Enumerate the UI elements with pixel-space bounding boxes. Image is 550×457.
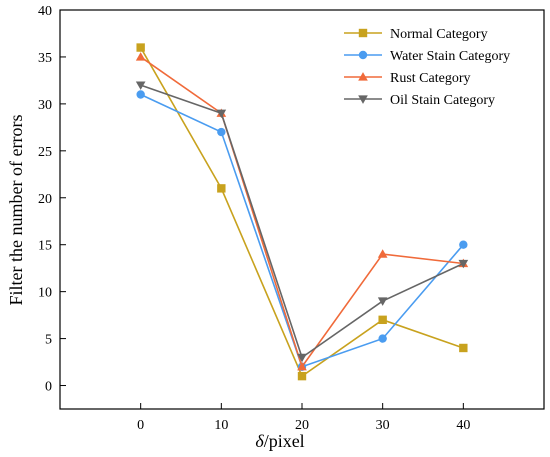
data-point xyxy=(297,353,307,363)
legend-label: Rust Category xyxy=(390,71,471,86)
data-point xyxy=(459,343,468,353)
x-tick-label: 10 xyxy=(214,418,228,433)
data-point xyxy=(217,127,226,137)
legend-marker xyxy=(358,72,368,81)
series-layer xyxy=(135,43,469,381)
legend-label: Water Stain Category xyxy=(390,49,510,64)
y-tick-label: 20 xyxy=(38,192,52,207)
y-axis-title: Filter the number of errors xyxy=(6,115,26,306)
y-tick-label: 0 xyxy=(45,380,52,395)
x-tick-label: 0 xyxy=(137,418,144,433)
data-point xyxy=(458,259,469,269)
data-point xyxy=(377,249,388,258)
y-tick-label: 40 xyxy=(38,4,52,19)
data-point xyxy=(378,334,387,343)
data-point xyxy=(136,43,145,52)
x-axis-title-symbol: δ xyxy=(255,431,264,451)
y-tick-label: 5 xyxy=(45,333,52,348)
series-0 xyxy=(136,43,468,381)
data-point xyxy=(459,240,468,249)
legend-marker xyxy=(358,50,368,60)
legend-label: Normal Category xyxy=(390,27,488,42)
series-line xyxy=(140,93,464,368)
y-tick-label: 15 xyxy=(38,239,52,254)
legend-item: Oil Stain Category xyxy=(344,93,495,108)
legend-marker xyxy=(358,95,368,104)
legend-item: Rust Category xyxy=(344,71,471,86)
data-point xyxy=(216,109,227,119)
legend-item: Normal Category xyxy=(344,27,488,42)
ticks-layer: 0 10 20 30 40 0 5 10 15 20 25 30 35 40 xyxy=(38,4,470,433)
x-tick-label: 40 xyxy=(456,418,470,433)
data-point xyxy=(135,81,146,90)
x-axis-title-unit: /pixel xyxy=(264,431,305,451)
legend-item: Water Stain Category xyxy=(344,49,510,64)
y-tick-label: 35 xyxy=(38,51,52,66)
x-tick-label: 30 xyxy=(376,418,390,433)
series-1 xyxy=(136,90,468,371)
series-3 xyxy=(135,81,469,363)
data-point xyxy=(378,315,387,325)
data-point xyxy=(377,297,388,306)
plot-frame xyxy=(59,9,545,410)
series-line xyxy=(140,84,464,359)
y-tick-label: 25 xyxy=(38,145,52,160)
data-point xyxy=(297,371,307,381)
x-tick-label: 20 xyxy=(295,418,309,433)
data-point xyxy=(217,184,226,193)
y-tick-label: 10 xyxy=(38,286,52,301)
x-axis-title: δ/pixel xyxy=(255,431,304,451)
data-point xyxy=(135,52,146,61)
legend: Normal Category Water Stain Category Rust … xyxy=(344,27,510,108)
data-point xyxy=(136,90,145,99)
data-point xyxy=(297,361,307,371)
y-tick-label: 30 xyxy=(38,98,52,113)
legend-marker xyxy=(358,28,368,38)
legend-label: Oil Stain Category xyxy=(390,93,495,108)
